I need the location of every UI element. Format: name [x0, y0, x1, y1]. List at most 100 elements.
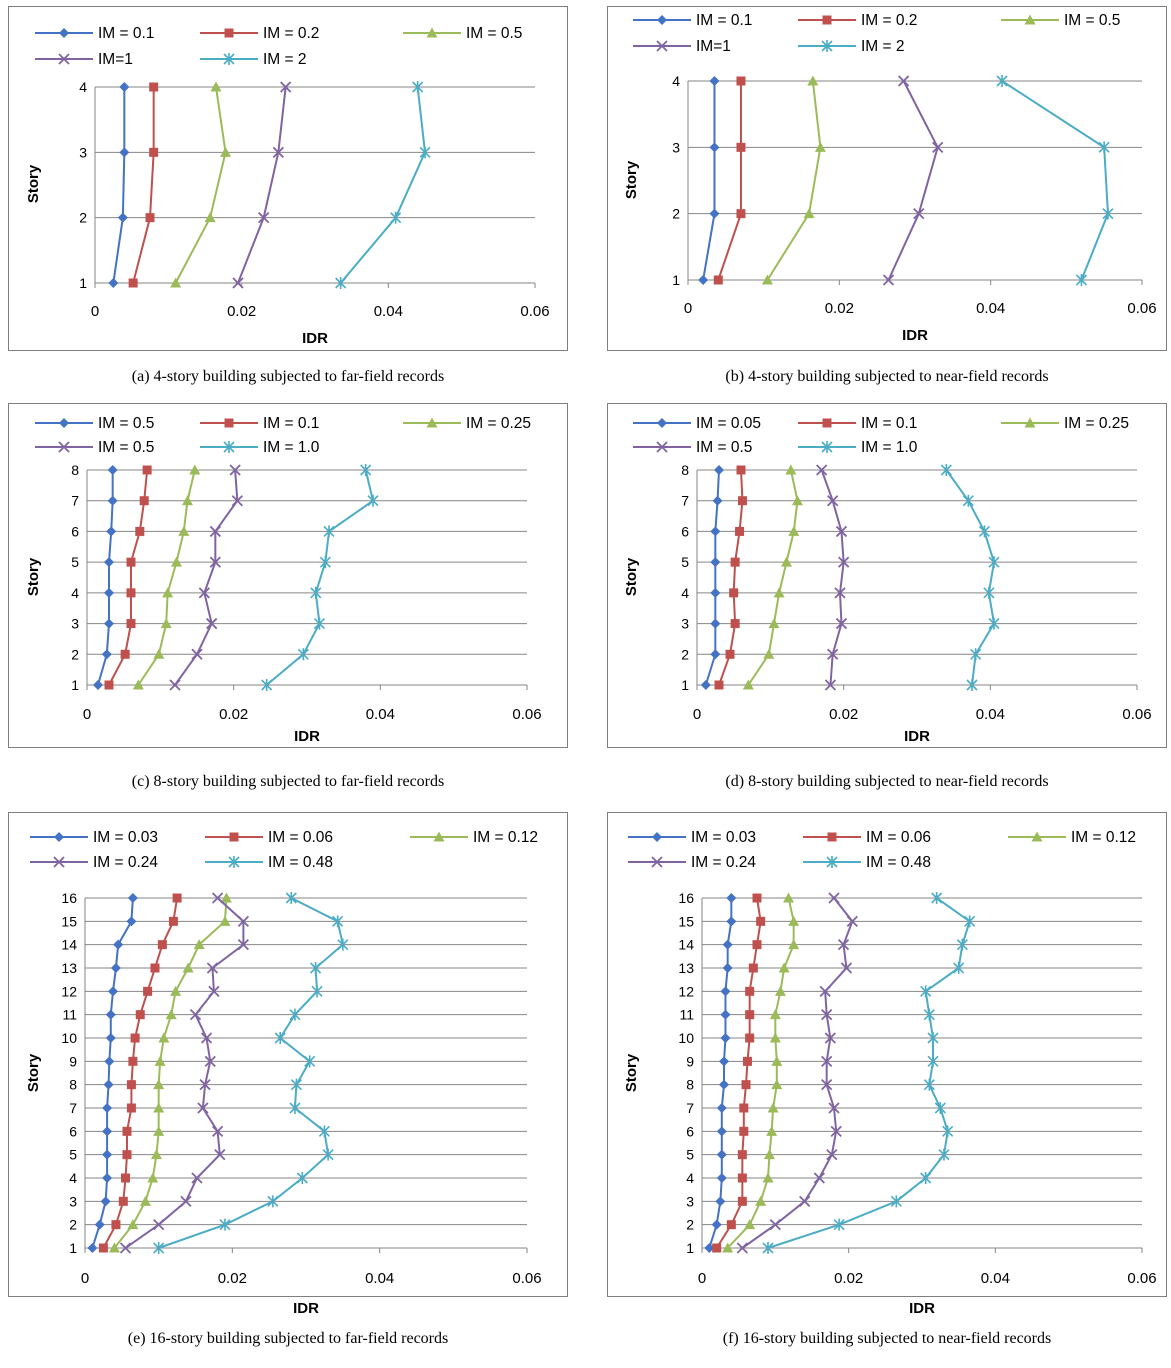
series-line [726, 897, 795, 1249]
data-point [158, 1032, 170, 1043]
data-point [168, 916, 178, 926]
data-point [942, 1125, 954, 1138]
legend-marker [821, 40, 833, 52]
data-point [1075, 274, 1088, 286]
data-point [119, 147, 130, 158]
data-point [783, 892, 795, 903]
chart-caption: (b) 4-story building subjected to near-f… [725, 368, 1049, 385]
data-point [106, 526, 117, 537]
data-point [763, 1149, 775, 1160]
legend-label: IM=1 [696, 38, 731, 55]
data-point [742, 1056, 752, 1066]
data-point [744, 1219, 756, 1230]
y-tick-label: 7 [71, 493, 79, 509]
data-point [104, 618, 114, 629]
data-point [762, 1172, 774, 1183]
data-point [160, 618, 172, 629]
legend-marker [58, 441, 70, 453]
legend-marker [822, 15, 832, 25]
x-tick-label: 0.06 [512, 1270, 541, 1287]
legend-marker [1024, 417, 1036, 428]
data-point [713, 275, 723, 285]
data-point [208, 985, 220, 997]
data-point [962, 494, 974, 507]
data-point [121, 1173, 131, 1183]
legend-entry: IM = 0.03 [30, 829, 158, 846]
series-line [945, 469, 996, 686]
series-line [174, 469, 239, 686]
data-point [956, 938, 968, 951]
series-line [158, 897, 344, 1249]
data-point [107, 986, 118, 997]
series-3 [742, 464, 803, 690]
data-point [700, 680, 711, 690]
x-tick-label: 0.02 [218, 1270, 247, 1287]
data-point [100, 1196, 111, 1207]
series-line [108, 469, 149, 686]
data-point [970, 648, 982, 661]
data-point [834, 587, 846, 599]
data-point [153, 1125, 165, 1136]
data-point [735, 526, 745, 536]
data-point [162, 587, 174, 598]
data-point [932, 141, 944, 153]
data-point [709, 76, 720, 86]
legend-label: IM = 0.25 [466, 415, 531, 432]
data-point [117, 212, 128, 223]
data-point [104, 680, 114, 690]
data-point [710, 557, 721, 568]
data-point [332, 915, 344, 928]
data-point [729, 588, 739, 598]
y-axis-title: Story [25, 164, 42, 203]
data-point [838, 556, 850, 568]
x-tick-label: 0 [693, 706, 701, 723]
series-2 [104, 465, 152, 690]
y-tick-label: 1 [686, 1240, 694, 1256]
data-point [988, 556, 1000, 569]
series-4 [169, 464, 243, 691]
data-point [219, 1218, 231, 1231]
y-tick-label: 1 [681, 677, 689, 693]
data-point [126, 619, 136, 629]
y-tick-label: 7 [69, 1100, 77, 1116]
data-point [204, 1055, 216, 1067]
data-point [726, 1220, 736, 1230]
series-line [708, 898, 733, 1249]
data-point [157, 940, 167, 950]
series-1 [87, 893, 138, 1253]
y-tick-label: 4 [686, 1170, 694, 1186]
legend-entry: IM = 0.5 [35, 415, 154, 432]
gridlines [95, 86, 535, 284]
data-point [830, 1125, 842, 1137]
legend-label: IM = 0.2 [263, 25, 319, 42]
data-point [231, 495, 243, 507]
x-axis-title: IDR [904, 728, 930, 745]
data-point [102, 1126, 113, 1137]
series-3 [132, 464, 201, 690]
data-point [711, 1219, 722, 1230]
series-2 [713, 76, 746, 285]
legend-label: IM = 0.5 [98, 415, 154, 432]
chart-caption: (f) 16-story building subjected to near-… [722, 1330, 1052, 1347]
y-tick-label: 1 [71, 677, 79, 693]
y-tick-label: 1 [672, 272, 680, 288]
y-tick-label: 13 [61, 960, 77, 976]
data-point [94, 1219, 105, 1230]
legend-label: IM = 0.48 [268, 854, 333, 871]
legend-entry: IM = 1.0 [200, 439, 320, 456]
series-line [97, 470, 114, 686]
data-point [165, 1009, 177, 1020]
legend-marker [433, 831, 445, 842]
data-point [978, 525, 991, 538]
data-point [132, 679, 144, 690]
y-axis-title: Story [25, 1053, 42, 1092]
legend-label: IM = 0.03 [93, 829, 158, 846]
y-tick-label: 4 [71, 585, 79, 601]
legend-marker [228, 856, 240, 868]
data-point [726, 916, 737, 927]
data-point [846, 915, 858, 927]
data-point [788, 915, 800, 926]
data-point [200, 1032, 213, 1044]
data-point [720, 1009, 731, 1020]
